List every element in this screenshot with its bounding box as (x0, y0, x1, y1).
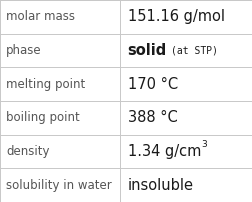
Text: boiling point: boiling point (6, 111, 80, 124)
Text: solid: solid (128, 43, 167, 58)
Text: density: density (6, 145, 49, 158)
Text: phase: phase (6, 44, 42, 57)
Text: (at STP): (at STP) (171, 45, 218, 56)
Text: 170 °C: 170 °C (128, 77, 178, 92)
Text: melting point: melting point (6, 78, 85, 91)
Text: 151.16 g/mol: 151.16 g/mol (128, 9, 225, 24)
Text: molar mass: molar mass (6, 10, 75, 23)
Text: insoluble: insoluble (128, 178, 194, 193)
Text: 1.34 g/cm: 1.34 g/cm (128, 144, 201, 159)
Text: solubility in water: solubility in water (6, 179, 112, 192)
Text: 388 °C: 388 °C (128, 110, 177, 125)
Text: 3: 3 (202, 140, 207, 149)
